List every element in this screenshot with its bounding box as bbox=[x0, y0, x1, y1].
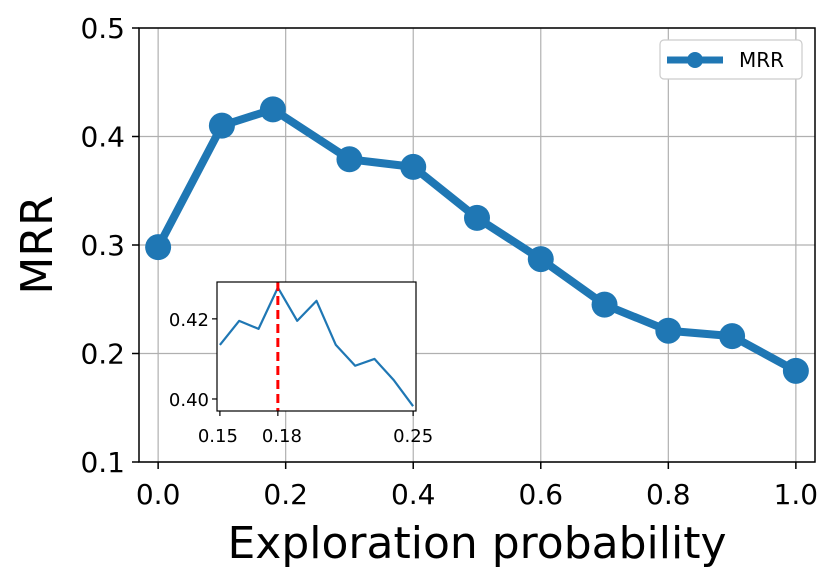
data-point bbox=[259, 96, 286, 123]
y-tick-label: 0.4 bbox=[80, 121, 125, 154]
data-point bbox=[782, 357, 809, 384]
y-axis-title: MRR bbox=[12, 195, 63, 294]
x-tick-label: 1.0 bbox=[774, 478, 819, 511]
data-point bbox=[719, 323, 746, 350]
y-tick-label: 0.1 bbox=[80, 446, 125, 479]
data-point bbox=[527, 246, 554, 273]
inset-y-tick-label: 0.42 bbox=[169, 310, 209, 331]
inset-plot: 0.15 0.18 0.25 0.40 0.42 bbox=[169, 281, 433, 447]
y-tick-label: 0.5 bbox=[80, 12, 125, 45]
inset-x-tick-label: 0.15 bbox=[198, 426, 238, 447]
data-point bbox=[591, 291, 618, 318]
data-point bbox=[336, 146, 363, 173]
x-tick-label: 0.2 bbox=[263, 478, 308, 511]
main-x-ticks: 0.0 0.2 0.4 0.6 0.8 1.0 bbox=[136, 462, 818, 511]
data-point bbox=[464, 204, 490, 231]
legend: MRR bbox=[659, 39, 803, 80]
data-point bbox=[145, 234, 172, 261]
x-tick-label: 0.6 bbox=[519, 478, 564, 511]
inset-y-tick-label: 0.40 bbox=[169, 390, 209, 411]
data-point bbox=[400, 153, 427, 180]
inset-y-ticks: 0.40 0.42 bbox=[169, 310, 217, 411]
x-tick-label: 0.0 bbox=[136, 478, 181, 511]
y-tick-label: 0.3 bbox=[80, 229, 125, 262]
inset-x-ticks: 0.15 0.18 0.25 bbox=[198, 411, 433, 447]
inset-series-line bbox=[219, 286, 414, 407]
inset-frame bbox=[216, 281, 417, 412]
y-tick-label: 0.2 bbox=[80, 338, 125, 371]
legend-label: MRR bbox=[739, 48, 784, 72]
x-tick-label: 0.8 bbox=[646, 478, 691, 511]
x-axis-title: Exploration probability bbox=[228, 518, 727, 569]
inset-x-tick-label: 0.18 bbox=[262, 426, 302, 447]
data-point bbox=[208, 112, 235, 139]
main-plot-series bbox=[145, 96, 809, 384]
legend-marker bbox=[687, 52, 703, 68]
x-tick-label: 0.4 bbox=[391, 478, 436, 511]
data-point bbox=[655, 317, 682, 344]
inset-series bbox=[219, 282, 414, 411]
main-y-ticks: 0.1 0.2 0.3 0.4 0.5 bbox=[80, 12, 139, 479]
legend-box bbox=[659, 39, 803, 80]
inset-x-tick-label: 0.25 bbox=[393, 426, 433, 447]
